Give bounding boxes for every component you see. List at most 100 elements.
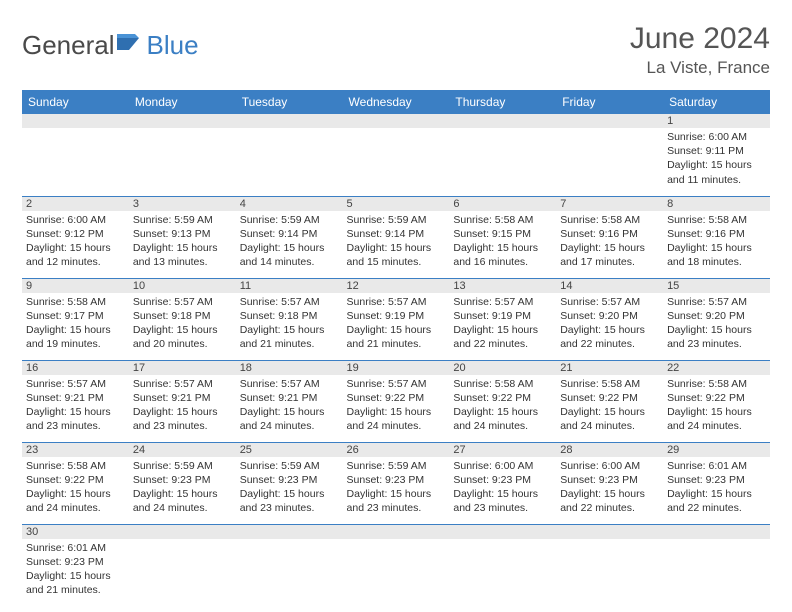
- daylight-text: Daylight: 15 hours and 24 minutes.: [560, 405, 659, 433]
- day-number: 29: [663, 443, 770, 457]
- daylight-text: Daylight: 15 hours and 24 minutes.: [133, 487, 232, 515]
- day-content: Sunrise: 5:57 AMSunset: 9:20 PMDaylight:…: [663, 293, 770, 356]
- sunrise-text: Sunrise: 5:58 AM: [453, 213, 552, 227]
- daylight-text: Daylight: 15 hours and 12 minutes.: [26, 241, 125, 269]
- day-number: 16: [22, 361, 129, 375]
- title-block: June 2024 La Viste, France: [630, 22, 770, 78]
- day-number: 23: [22, 443, 129, 457]
- day-content: Sunrise: 5:57 AMSunset: 9:21 PMDaylight:…: [22, 375, 129, 438]
- calendar-day: 30Sunrise: 6:01 AMSunset: 9:23 PMDayligh…: [22, 524, 129, 606]
- sunrise-text: Sunrise: 5:59 AM: [133, 459, 232, 473]
- sunrise-text: Sunrise: 6:00 AM: [26, 213, 125, 227]
- day-number: 2: [22, 197, 129, 211]
- calendar-day: [129, 114, 236, 196]
- sunset-text: Sunset: 9:18 PM: [133, 309, 232, 323]
- sunrise-text: Sunrise: 6:00 AM: [453, 459, 552, 473]
- day-content: Sunrise: 5:59 AMSunset: 9:23 PMDaylight:…: [236, 457, 343, 520]
- day-content: Sunrise: 5:57 AMSunset: 9:21 PMDaylight:…: [129, 375, 236, 438]
- day-content: Sunrise: 5:59 AMSunset: 9:14 PMDaylight:…: [343, 211, 450, 274]
- day-number: [663, 525, 770, 539]
- sunrise-text: Sunrise: 6:01 AM: [667, 459, 766, 473]
- calendar-day: 21Sunrise: 5:58 AMSunset: 9:22 PMDayligh…: [556, 360, 663, 442]
- day-header-row: SundayMondayTuesdayWednesdayThursdayFrid…: [22, 90, 770, 114]
- calendar-day: 26Sunrise: 5:59 AMSunset: 9:23 PMDayligh…: [343, 442, 450, 524]
- calendar-day: 27Sunrise: 6:00 AMSunset: 9:23 PMDayligh…: [449, 442, 556, 524]
- day-header: Sunday: [22, 90, 129, 114]
- day-number: 19: [343, 361, 450, 375]
- day-content: Sunrise: 5:58 AMSunset: 9:15 PMDaylight:…: [449, 211, 556, 274]
- calendar-day: [22, 114, 129, 196]
- calendar-day: 2Sunrise: 6:00 AMSunset: 9:12 PMDaylight…: [22, 196, 129, 278]
- daylight-text: Daylight: 15 hours and 23 minutes.: [667, 323, 766, 351]
- daylight-text: Daylight: 15 hours and 23 minutes.: [347, 487, 446, 515]
- calendar-day: 24Sunrise: 5:59 AMSunset: 9:23 PMDayligh…: [129, 442, 236, 524]
- day-number: [236, 114, 343, 128]
- day-content: Sunrise: 5:59 AMSunset: 9:23 PMDaylight:…: [343, 457, 450, 520]
- calendar-week: 1Sunrise: 6:00 AMSunset: 9:11 PMDaylight…: [22, 114, 770, 196]
- daylight-text: Daylight: 15 hours and 13 minutes.: [133, 241, 232, 269]
- day-content: Sunrise: 5:59 AMSunset: 9:13 PMDaylight:…: [129, 211, 236, 274]
- day-number: 26: [343, 443, 450, 457]
- calendar-week: 23Sunrise: 5:58 AMSunset: 9:22 PMDayligh…: [22, 442, 770, 524]
- daylight-text: Daylight: 15 hours and 23 minutes.: [240, 487, 339, 515]
- sunset-text: Sunset: 9:14 PM: [240, 227, 339, 241]
- daylight-text: Daylight: 15 hours and 19 minutes.: [26, 323, 125, 351]
- calendar-day: 8Sunrise: 5:58 AMSunset: 9:16 PMDaylight…: [663, 196, 770, 278]
- calendar-day: 3Sunrise: 5:59 AMSunset: 9:13 PMDaylight…: [129, 196, 236, 278]
- sunset-text: Sunset: 9:18 PM: [240, 309, 339, 323]
- sunrise-text: Sunrise: 5:59 AM: [347, 213, 446, 227]
- sunset-text: Sunset: 9:23 PM: [347, 473, 446, 487]
- sunrise-text: Sunrise: 5:57 AM: [347, 377, 446, 391]
- day-number: 4: [236, 197, 343, 211]
- day-content: Sunrise: 6:00 AMSunset: 9:23 PMDaylight:…: [556, 457, 663, 520]
- daylight-text: Daylight: 15 hours and 24 minutes.: [453, 405, 552, 433]
- logo: General Blue: [22, 22, 199, 61]
- day-number: [556, 525, 663, 539]
- calendar-body: 1 Sunrise: 6:00 AM Sunset: 9:11 PM Daylight…: [22, 114, 770, 606]
- sunrise-text: Sunrise: 5:57 AM: [133, 295, 232, 309]
- calendar-day: 14Sunrise: 5:57 AMSunset: 9:20 PMDayligh…: [556, 278, 663, 360]
- sunset-text: Sunset: 9:19 PM: [453, 309, 552, 323]
- day-header: Friday: [556, 90, 663, 114]
- calendar-week: 16Sunrise: 5:57 AMSunset: 9:21 PMDayligh…: [22, 360, 770, 442]
- day-content: Sunrise: 5:59 AMSunset: 9:23 PMDaylight:…: [129, 457, 236, 520]
- day-number: 22: [663, 361, 770, 375]
- day-content: Sunrise: 5:58 AMSunset: 9:22 PMDaylight:…: [663, 375, 770, 438]
- sunrise-text: Sunrise: 5:59 AM: [133, 213, 232, 227]
- calendar-day: 25Sunrise: 5:59 AMSunset: 9:23 PMDayligh…: [236, 442, 343, 524]
- sunrise-text: Sunrise: 5:57 AM: [453, 295, 552, 309]
- daylight-text: Daylight: 15 hours and 14 minutes.: [240, 241, 339, 269]
- calendar-day: 16Sunrise: 5:57 AMSunset: 9:21 PMDayligh…: [22, 360, 129, 442]
- calendar-day: 17Sunrise: 5:57 AMSunset: 9:21 PMDayligh…: [129, 360, 236, 442]
- calendar-day: 28Sunrise: 6:00 AMSunset: 9:23 PMDayligh…: [556, 442, 663, 524]
- day-number: 12: [343, 279, 450, 293]
- day-number: 28: [556, 443, 663, 457]
- day-number: 9: [22, 279, 129, 293]
- sunset-text: Sunset: 9:16 PM: [667, 227, 766, 241]
- day-number: 25: [236, 443, 343, 457]
- calendar-day: 13Sunrise: 5:57 AMSunset: 9:19 PMDayligh…: [449, 278, 556, 360]
- day-number: 30: [22, 525, 129, 539]
- daylight-text: Daylight: 15 hours and 22 minutes.: [667, 487, 766, 515]
- day-number: [129, 114, 236, 128]
- daylight-text: Daylight: 15 hours and 23 minutes.: [26, 405, 125, 433]
- day-content: Sunrise: 5:57 AMSunset: 9:22 PMDaylight:…: [343, 375, 450, 438]
- sunset-text: Sunset: 9:23 PM: [453, 473, 552, 487]
- daylight-text: Daylight: 15 hours and 18 minutes.: [667, 241, 766, 269]
- location: La Viste, France: [630, 58, 770, 78]
- day-number: [236, 525, 343, 539]
- sunset-text: Sunset: 9:22 PM: [667, 391, 766, 405]
- sunset-text: Sunset: 9:14 PM: [347, 227, 446, 241]
- sunset-text: Sunset: 9:11 PM: [667, 144, 766, 158]
- sunrise-text: Sunrise: 5:57 AM: [26, 377, 125, 391]
- calendar-day: [236, 114, 343, 196]
- sunset-text: Sunset: 9:23 PM: [240, 473, 339, 487]
- day-number: 15: [663, 279, 770, 293]
- sunrise-text: Sunrise: 5:57 AM: [133, 377, 232, 391]
- daylight-text: Daylight: 15 hours and 16 minutes.: [453, 241, 552, 269]
- sunset-text: Sunset: 9:17 PM: [26, 309, 125, 323]
- day-content: Sunrise: 6:01 AMSunset: 9:23 PMDaylight:…: [22, 539, 129, 602]
- sunset-text: Sunset: 9:20 PM: [667, 309, 766, 323]
- sunrise-text: Sunrise: 5:59 AM: [347, 459, 446, 473]
- day-number: 1: [663, 114, 770, 128]
